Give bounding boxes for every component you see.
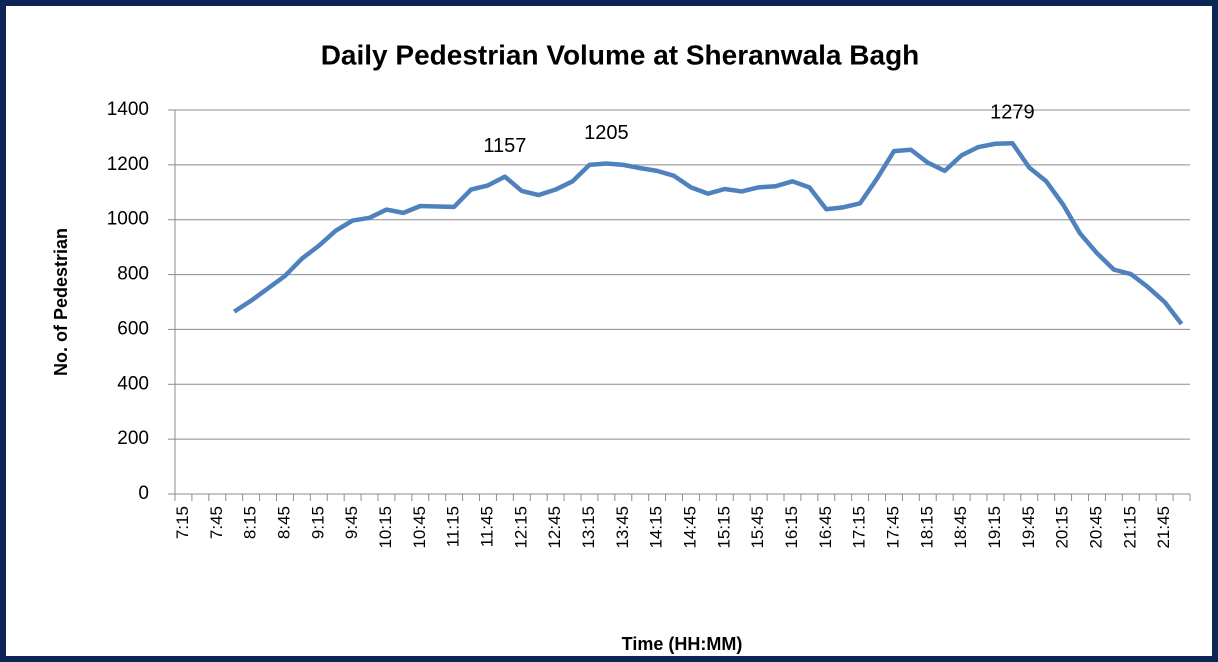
x-tick-label: 14:45	[680, 506, 699, 549]
x-tick-label: 20:15	[1053, 506, 1072, 549]
x-tick-label: 7:15	[173, 506, 192, 539]
x-tick-label: 10:45	[410, 506, 429, 549]
x-tick-label: 9:15	[308, 506, 327, 539]
y-tick-label: 1200	[107, 154, 149, 175]
x-tick-label: 16:45	[816, 506, 835, 549]
y-tick-label: 400	[117, 373, 149, 394]
data-label: 1157	[483, 135, 526, 157]
x-tick-label: 7:45	[207, 506, 226, 539]
y-tick-label: 0	[138, 483, 149, 504]
y-tick-label: 1000	[107, 209, 149, 230]
y-tick-label: 600	[117, 318, 149, 339]
x-tick-label: 20:45	[1086, 506, 1105, 549]
x-tick-label: 12:15	[511, 506, 530, 549]
x-tick-label: 21:15	[1120, 506, 1139, 549]
data-line	[232, 140, 1184, 326]
x-tick-label: 12:45	[545, 506, 564, 549]
data-label: 1205	[584, 122, 629, 144]
data-label: 1279	[990, 101, 1035, 123]
x-tick-label: 8:15	[241, 506, 260, 539]
x-tick-label: 18:45	[951, 506, 970, 549]
x-tick-label: 15:15	[714, 506, 733, 549]
y-tick-label: 1400	[107, 99, 149, 120]
x-tick-label: 18:15	[917, 506, 936, 549]
x-tick-label: 9:45	[342, 506, 361, 539]
y-axis-title: No. of Pedestrian	[51, 228, 71, 376]
x-axis-title: Time (HH:MM)	[622, 634, 743, 654]
x-tick-label: 16:15	[782, 506, 801, 549]
x-tick-label: 8:45	[274, 506, 293, 539]
y-tick-label: 800	[117, 264, 149, 285]
x-tick-label: 11:15	[444, 506, 463, 547]
x-tick-label: 19:45	[1019, 506, 1038, 549]
x-tick-label: 14:15	[647, 506, 666, 549]
chart-title: Daily Pedestrian Volume at Sheranwala Ba…	[321, 39, 920, 70]
x-tick-label: 17:45	[883, 506, 902, 549]
y-tick-label: 200	[117, 428, 149, 449]
x-tick-label: 10:15	[376, 506, 395, 549]
x-tick-label: 17:15	[850, 506, 869, 549]
x-tick-label: 13:45	[613, 506, 632, 549]
x-tick-label: 21:45	[1154, 506, 1173, 549]
x-tick-label: 15:45	[748, 506, 767, 549]
x-tick-label: 19:15	[985, 506, 1004, 549]
x-tick-label: 11:45	[477, 506, 496, 547]
x-tick-label: 13:15	[579, 506, 598, 549]
